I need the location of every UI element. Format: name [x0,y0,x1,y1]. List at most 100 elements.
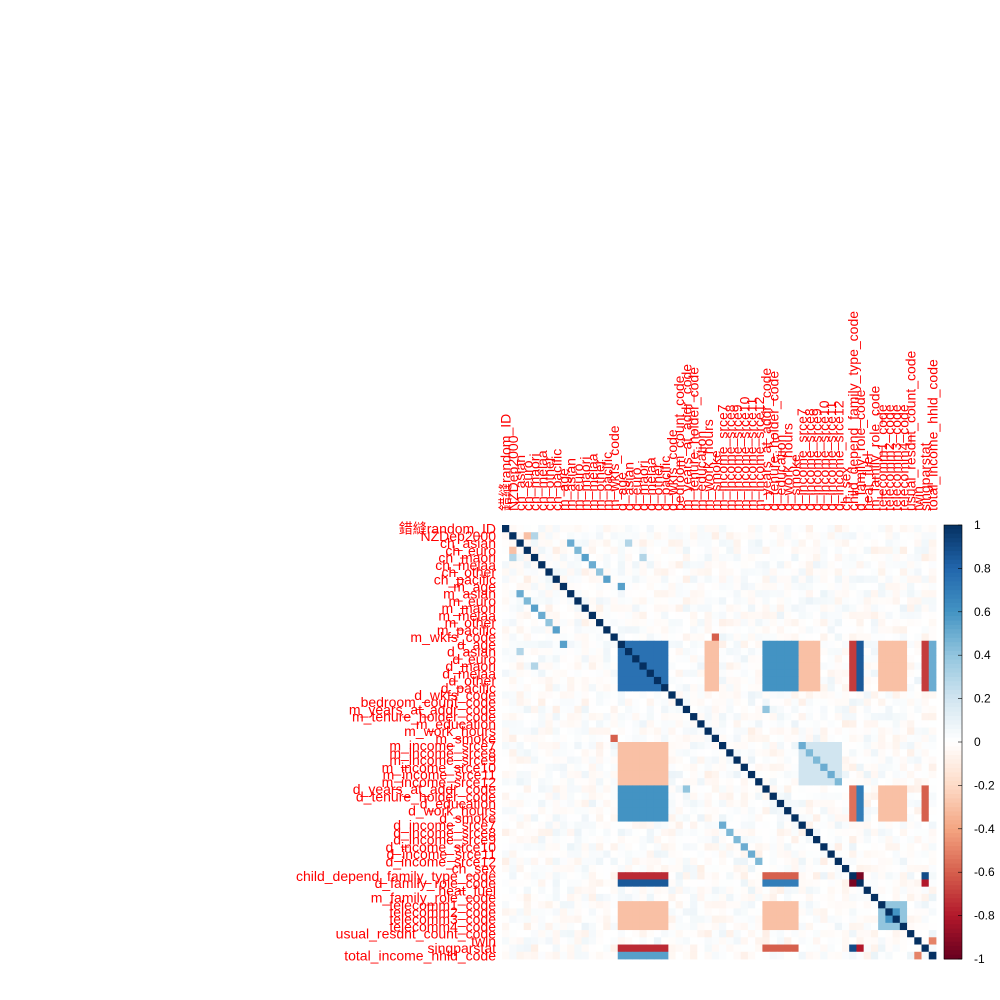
heatmap-cell [588,575,597,584]
heatmap-cell [603,553,611,562]
heatmap-cell [567,684,575,692]
heatmap-cell [552,546,561,555]
heatmap-cell [899,742,908,750]
heatmap-cell [885,785,893,794]
heatmap-cell [617,807,626,815]
heatmap-cell [769,553,778,562]
heatmap-cell [928,561,937,569]
heatmap-cell [907,792,915,801]
heatmap-cell [675,546,684,555]
heatmap-cell [596,785,604,794]
heatmap-cell [617,901,626,909]
heatmap-cell [523,698,532,707]
heatmap-cell [719,814,727,822]
heatmap-cell [878,951,886,960]
heatmap-cell [603,691,611,699]
heatmap-cell [610,944,619,953]
heatmap-cell [849,684,857,692]
heatmap-cell [617,669,626,678]
heatmap-cell [827,901,836,909]
heatmap-cell [762,525,771,533]
heatmap-cell [885,944,893,953]
heatmap-cell [805,901,814,909]
heatmap-cell [668,922,676,931]
heatmap-cell [567,879,575,888]
heatmap-cell [530,879,539,888]
colorbar-segment [944,880,962,886]
heatmap-cell [523,568,532,577]
heatmap-cell [617,944,626,953]
heatmap-cell [632,727,640,736]
heatmap-cell [747,684,756,692]
heatmap-cell [740,597,749,605]
heatmap-cell [762,944,771,953]
column-label: d_income_srce11 [823,401,839,511]
heatmap-cell [820,836,828,844]
heatmap-cell [682,525,691,533]
heatmap-cell [617,590,626,598]
heatmap-cell [697,901,705,909]
heatmap-cell [813,713,821,721]
heatmap-cell [921,626,930,634]
heatmap-cell [516,828,525,837]
heatmap-cell [646,684,655,692]
heatmap-cell [690,568,698,577]
heatmap-cell [682,937,691,945]
heatmap-cell [523,930,532,938]
heatmap-cell [704,857,713,866]
heatmap-cell [538,619,546,627]
heatmap-cell [567,626,575,634]
heatmap-cell [653,886,662,895]
colorbar-segment [944,702,962,708]
heatmap-cell [885,763,893,772]
heatmap-cell [516,539,525,548]
heatmap-cell [567,619,575,627]
heatmap-cell [907,611,915,620]
heatmap-cell [624,684,633,692]
heatmap-cell [841,676,850,685]
heatmap-cell [646,611,655,620]
heatmap-cell [567,893,575,902]
heatmap-cell [530,893,539,902]
heatmap-cell [726,886,734,895]
heatmap-cell [740,734,749,743]
heatmap-cell [733,553,742,562]
heatmap-cell [581,626,590,634]
heatmap-cell [581,619,590,627]
heatmap-cell [661,951,669,960]
heatmap-cell [878,626,886,634]
heatmap-cell [885,850,893,859]
heatmap-cell [827,597,836,605]
heatmap-cell [675,864,684,873]
heatmap-cell [849,901,857,909]
heatmap-cell [762,843,771,851]
heatmap-cell [755,539,763,548]
heatmap-cell [552,763,561,772]
heatmap-cell [624,691,633,699]
heatmap-cell [740,539,749,548]
heatmap-cell [567,807,575,815]
heatmap-cell [747,864,756,873]
heatmap-cell [784,756,792,765]
heatmap-cell [740,568,749,577]
heatmap-cell [827,799,836,808]
heatmap-cell [632,676,640,685]
heatmap-cell [690,727,698,736]
column-label: ch_other [541,456,557,511]
heatmap-cell [502,792,510,801]
colorbar-segment [944,928,962,934]
heatmap-cell [552,597,561,605]
heatmap-cell [545,922,554,931]
heatmap-cell [907,604,915,613]
heatmap-cell [870,655,879,663]
heatmap-cell [559,930,568,938]
heatmap-cell [784,568,792,577]
row-label: ch_melaa [435,557,496,573]
heatmap-cell [899,799,908,808]
heatmap-cell [719,763,727,772]
heatmap-cell [805,619,814,627]
heatmap-cell [870,908,879,916]
heatmap-cell [690,647,698,656]
heatmap-cell [726,539,734,548]
heatmap-cell [747,727,756,736]
